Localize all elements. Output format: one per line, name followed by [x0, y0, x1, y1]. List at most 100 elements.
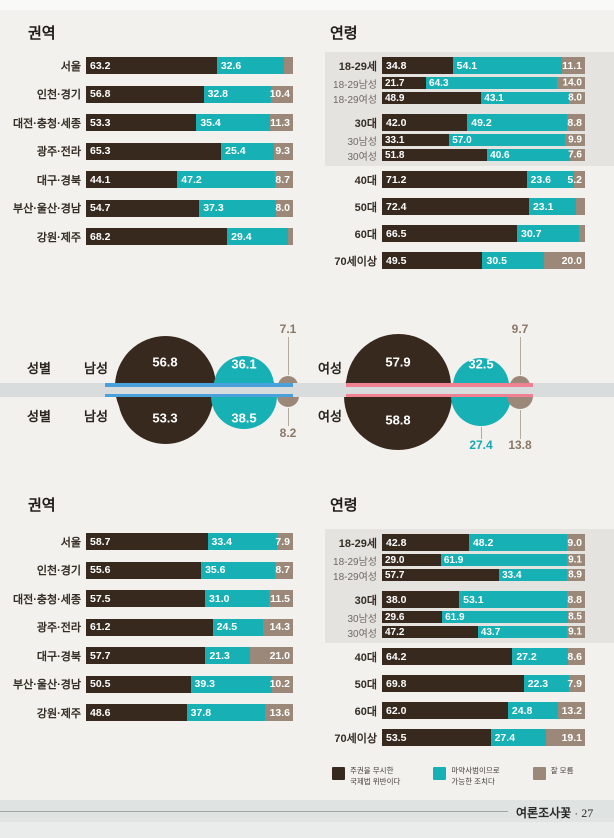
chart-age-top: 연령 18-29세 34.8 54.1 11.1 18-29남성 21.7 64.3 14.0…	[305, 18, 614, 279]
male-label: 남성	[84, 409, 108, 424]
bar-group: 70세이상 49.5 30.5 20.0	[305, 252, 614, 269]
bubble-value: 57.9	[385, 354, 411, 370]
bar-value: 7.9	[567, 677, 582, 690]
legend-label: 주권을 무시한 국제법 위반이다	[350, 766, 400, 787]
bar-group: 50대 69.8 22.3 7.9	[305, 675, 614, 692]
top-strip	[0, 0, 614, 10]
bar-value: 56.8	[90, 88, 111, 100]
stacked-bar: 53.5 27.4 19.1	[382, 729, 585, 746]
stacked-bar: 72.4 23.1	[382, 198, 585, 215]
female-axis-line	[346, 393, 533, 397]
stacked-bar: 21.7 64.3 14.0	[382, 77, 585, 89]
bar-value: 31.0	[209, 592, 230, 605]
bar-value: 35.4	[200, 116, 221, 129]
bar-segment-teal: 54.1	[452, 57, 563, 74]
stacked-bar: 66.5 30.7	[382, 225, 585, 242]
stacked-bar: 57.7 33.4 8.9	[382, 569, 585, 581]
bar-value: 7.6	[568, 149, 582, 161]
bar-value: 21.0	[269, 649, 290, 662]
bar-value: 49.2	[471, 116, 492, 129]
bar-row: 서울 58.7 33.4 7.9	[0, 533, 300, 550]
bar-row: 대전·충청·세종 57.5 31.0 11.5	[0, 590, 300, 607]
bar-group: 70세이상 53.5 27.4 19.1	[305, 729, 614, 746]
bar-value: 49.5	[386, 254, 407, 267]
stacked-bar: 33.1 57.0 9.9	[382, 134, 585, 146]
bar-value: 33.4	[502, 569, 522, 581]
bar-value: 42.8	[386, 536, 407, 549]
male-axis-line	[105, 383, 293, 387]
bar-segment-teal: 32.8	[203, 85, 272, 103]
bar-value: 51.8	[385, 149, 405, 161]
bar-row-label: 18-29여성	[333, 571, 377, 583]
bar-segment-dark: 42.0	[382, 114, 468, 131]
bar-row-label: 30여성	[347, 628, 377, 640]
bar-value: 13.6	[269, 706, 290, 719]
bar-row: 강원·제주 48.6 37.8 13.6	[0, 704, 300, 721]
page-number: 27	[581, 806, 594, 820]
bar-segment-dark: 68.2	[86, 228, 228, 245]
stacked-bar: 55.6 35.6 8.7	[86, 561, 293, 579]
footer-lower-strip	[0, 822, 614, 838]
bar-value: 8.7	[275, 564, 290, 576]
bar-value: 9.1	[568, 554, 582, 566]
bar-row: 30대 38.0 53.1 8.8	[305, 591, 614, 608]
bar-value: 43.1	[484, 92, 504, 104]
bar-value: 5.2	[567, 173, 582, 186]
bar-segment-dark: 57.7	[382, 569, 500, 581]
bar-segment-taupe: 7.6	[568, 149, 585, 161]
bar-value: 32.8	[207, 88, 228, 100]
bar-segment-dark: 58.7	[86, 533, 208, 550]
bubble-value: 9.7	[511, 322, 529, 336]
bar-value: 8.8	[567, 116, 582, 129]
bar-row-label: 인천·경기	[36, 565, 81, 577]
legend-label: 잘 모름	[551, 766, 574, 777]
bar-segment-taupe: 8.0	[568, 92, 585, 104]
stacked-bar: 29.0 61.9 9.1	[382, 554, 585, 566]
female-label: 여성	[318, 361, 342, 376]
bar-segment-teal: 49.2	[467, 114, 568, 131]
bar-value: 57.0	[452, 134, 472, 146]
bar-segment-dark: 54.7	[86, 199, 200, 217]
bar-row-label: 부산·울산·경남	[12, 203, 81, 215]
bar-value: 57.7	[385, 569, 405, 581]
bar-value: 55.6	[90, 564, 111, 576]
bar-value: 50.5	[90, 678, 111, 690]
bar-row-label: 강원·제주	[36, 707, 81, 720]
bar-value: 66.5	[386, 227, 407, 240]
bar-row: 대구·경북 57.7 21.3 21.0	[0, 647, 300, 664]
bar-value: 34.8	[386, 59, 407, 72]
stacked-bar: 62.0 24.8 13.2	[382, 702, 585, 719]
bar-row-label: 대구·경북	[36, 650, 81, 663]
bar-row: 30여성 47.2 43.7 9.1	[305, 626, 614, 640]
bar-value: 7.9	[275, 535, 290, 548]
stacked-bar: 57.5 31.0 11.5	[86, 590, 293, 607]
legend-label-line: 잘 모름	[550, 766, 574, 775]
bar-row: 대구·경북 44.1 47.2 8.7	[0, 171, 300, 188]
bar-segment-dark: 72.4	[382, 198, 529, 215]
bar-segment-taupe: 11.3	[269, 114, 293, 131]
stacked-bar: 49.5 30.5 20.0	[382, 252, 585, 269]
bar-segment-taupe: 9.1	[566, 626, 585, 638]
stacked-bar: 61.2 24.5 14.3	[86, 618, 293, 636]
bar-row-label: 60대	[354, 228, 377, 241]
male-axis-line	[105, 393, 293, 397]
legend-swatch-teal	[433, 767, 447, 780]
stacked-bar: 63.2 32.6	[86, 57, 293, 74]
bubble-value: 56.8	[152, 354, 178, 370]
stacked-bar: 64.2 27.2 8.6	[382, 648, 585, 665]
bar-value: 48.2	[472, 536, 494, 549]
bar-value: 8.7	[275, 173, 290, 186]
stacked-bar: 53.3 35.4 11.3	[86, 114, 293, 131]
bar-segment-dark: 29.6	[382, 611, 443, 623]
bar-value: 53.5	[386, 731, 407, 744]
bar-segment-dark: 57.5	[86, 590, 206, 607]
bar-segment-teal: 39.3	[190, 675, 272, 693]
brand-name: 여론조사꽃	[516, 806, 572, 820]
bar-value: 69.8	[386, 677, 407, 690]
bar-segment-dark: 53.5	[382, 729, 491, 746]
chart-body: 서울 63.2 32.6 인천·경기 56.8 32.8 10.4 대전·충청·세종 53.3 3…	[0, 57, 300, 245]
bar-segment-teal: 29.4	[227, 228, 289, 245]
bar-value: 37.3	[203, 202, 224, 214]
bar-segment-teal: 27.2	[512, 648, 568, 665]
